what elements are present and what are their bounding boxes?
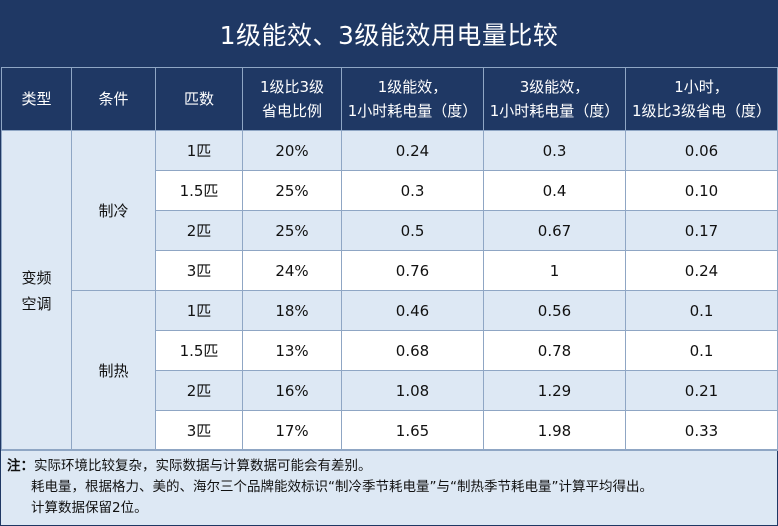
- level1-cell: 0.76: [341, 250, 484, 291]
- level3-cell: 0.4: [483, 170, 626, 211]
- saving-cell: 0.10: [625, 170, 778, 211]
- header-level1-line1: 1级能效，: [377, 78, 448, 96]
- hp-cell: 2匹: [155, 370, 243, 411]
- hp-cell: 3匹: [155, 410, 243, 451]
- ratio-cell: 25%: [242, 170, 342, 211]
- saving-cell: 0.17: [625, 210, 778, 251]
- header-level1: 1级能效， 1小时耗电量（度）: [341, 67, 484, 131]
- hp-cell: 1.5匹: [155, 330, 243, 371]
- ratio-cell: 24%: [242, 250, 342, 291]
- header-level3-line2: 1小时耗电量（度）: [489, 102, 620, 120]
- saving-cell: 0.33: [625, 410, 778, 451]
- level3-cell: 1.98: [483, 410, 626, 451]
- level3-cell: 0.78: [483, 330, 626, 371]
- level1-cell: 0.46: [341, 290, 484, 331]
- ratio-cell: 17%: [242, 410, 342, 451]
- table-row: 2匹 25% 0.5 0.67 0.17: [2, 210, 778, 251]
- table-row: 1.5匹 13% 0.68 0.78 0.1: [2, 330, 778, 371]
- footnote-line-3: 计算数据保留2位。: [31, 500, 148, 516]
- header-level1-line2: 1小时耗电量（度）: [347, 102, 478, 120]
- footnote-line-2: 耗电量，根据格力、美的、海尔三个品牌能效标识“制冷季节耗电量”与“制热季节耗电量…: [31, 479, 653, 495]
- level3-cell: 0.56: [483, 290, 626, 331]
- header-ratio: 1级比3级 省电比例: [242, 67, 342, 131]
- condition-heating: 制热: [71, 290, 156, 451]
- level3-cell: 1: [483, 250, 626, 291]
- table-row: 1.5匹 25% 0.3 0.4 0.10: [2, 170, 778, 211]
- footnote-label: 注：: [7, 458, 34, 474]
- header-saving: 1小时， 1级比3级省电（度）: [625, 67, 778, 131]
- header-ratio-line1: 1级比3级: [259, 78, 325, 96]
- footnote: 注：实际环境比较复杂，实际数据与计算数据可能会有差别。 耗电量，根据格力、美的、…: [1, 449, 777, 526]
- page-title: 1级能效、3级能效用电量比较: [1, 1, 777, 67]
- header-saving-line1: 1小时，: [674, 78, 729, 96]
- hp-cell: 1.5匹: [155, 170, 243, 211]
- level1-cell: 0.3: [341, 170, 484, 211]
- comparison-table: 类型 条件 匹数 1级比3级 省电比例 1级能效， 1小时耗电量（度） 3级能效…: [1, 67, 778, 451]
- level1-cell: 0.24: [341, 130, 484, 171]
- saving-cell: 0.21: [625, 370, 778, 411]
- ratio-cell: 13%: [242, 330, 342, 371]
- header-saving-line2: 1级比3级省电（度）: [631, 102, 772, 120]
- type-cell: 变频 空调: [1, 130, 72, 451]
- ratio-cell: 25%: [242, 210, 342, 251]
- hp-cell: 1匹: [155, 290, 243, 331]
- level1-cell: 1.65: [341, 410, 484, 451]
- saving-cell: 0.1: [625, 290, 778, 331]
- header-ratio-line2: 省电比例: [261, 102, 322, 120]
- header-hp: 匹数: [155, 67, 243, 131]
- saving-cell: 0.1: [625, 330, 778, 371]
- header-row: 类型 条件 匹数 1级比3级 省电比例 1级能效， 1小时耗电量（度） 3级能效…: [1, 67, 778, 131]
- header-level3-line1: 3级能效，: [519, 78, 590, 96]
- table-row: 变频 空调 制冷 1匹 20% 0.24 0.3 0.06: [1, 130, 778, 451]
- header-type: 类型: [1, 67, 72, 131]
- level1-cell: 0.5: [341, 210, 484, 251]
- footnote-line-1: 注：实际环境比较复杂，实际数据与计算数据可能会有差别。: [7, 456, 777, 477]
- ratio-cell: 16%: [242, 370, 342, 411]
- hp-cell: 3匹: [155, 250, 243, 291]
- hp-cell: 2匹: [155, 210, 243, 251]
- header-condition: 条件: [71, 67, 156, 131]
- saving-cell: 0.06: [625, 130, 778, 171]
- table-row: 制热 1匹 18% 0.46 0.56 0.1: [2, 290, 778, 451]
- saving-cell: 0.24: [625, 250, 778, 291]
- type-label-line1: 变频: [21, 268, 52, 287]
- ratio-cell: 18%: [242, 290, 342, 331]
- table-row: 3匹 17% 1.65 1.98 0.33: [2, 410, 778, 451]
- table-row: 2匹 16% 1.08 1.29 0.21: [2, 370, 778, 411]
- level1-cell: 1.08: [341, 370, 484, 411]
- ratio-cell: 20%: [242, 130, 342, 171]
- level3-cell: 1.29: [483, 370, 626, 411]
- table-row: 3匹 24% 0.76 1 0.24: [2, 250, 778, 291]
- header-level3: 3级能效， 1小时耗电量（度）: [483, 67, 626, 131]
- type-label-line2: 空调: [21, 294, 52, 313]
- hp-cell: 1匹: [155, 130, 243, 171]
- condition-cooling: 制冷: [71, 130, 156, 291]
- footnote-text-1: 实际环境比较复杂，实际数据与计算数据可能会有差别。: [34, 458, 372, 474]
- level3-cell: 0.67: [483, 210, 626, 251]
- level3-cell: 0.3: [483, 130, 626, 171]
- level1-cell: 0.68: [341, 330, 484, 371]
